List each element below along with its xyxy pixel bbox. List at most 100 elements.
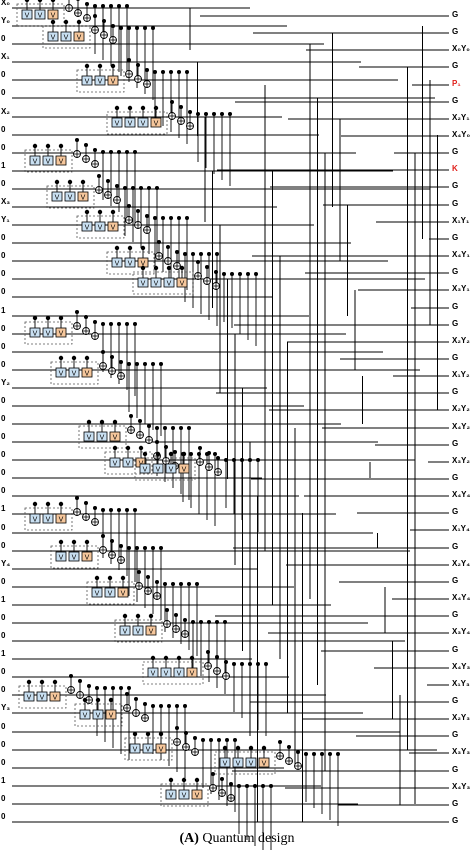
gate-label: V — [59, 517, 64, 524]
control-dot — [173, 450, 177, 454]
output-label: G — [452, 199, 459, 208]
control-dot — [225, 738, 229, 742]
control-dot — [188, 110, 192, 114]
control-dot — [117, 4, 121, 8]
control-dot — [115, 184, 119, 188]
gate-group-box — [106, 111, 168, 135]
control-dot — [278, 740, 282, 744]
gate-group-box — [50, 545, 99, 569]
control-dot — [215, 620, 219, 624]
control-dot — [191, 252, 195, 256]
control-dot — [207, 620, 211, 624]
gate-label: V — [85, 371, 90, 378]
control-dot — [232, 458, 236, 462]
control-dot — [179, 105, 183, 109]
control-dot — [161, 70, 165, 74]
control-dot — [110, 355, 114, 359]
gate-group-box — [214, 751, 276, 775]
control-dot — [151, 546, 155, 550]
control-dot — [129, 414, 133, 418]
gate-group-box — [132, 271, 194, 295]
control-dot — [193, 736, 197, 740]
control-dot — [189, 452, 193, 456]
control-dot — [50, 19, 56, 25]
gate-label: V — [136, 629, 141, 636]
gate-label: V — [85, 79, 90, 86]
control-dot — [296, 750, 300, 754]
control-dot — [146, 575, 150, 579]
control-dot — [181, 451, 187, 457]
control-dot — [125, 322, 129, 326]
output-label: G — [452, 542, 459, 551]
control-dot — [163, 655, 169, 661]
gate-label: V — [111, 225, 116, 232]
control-dot — [159, 546, 163, 550]
control-dot — [127, 26, 131, 30]
control-dot — [84, 501, 88, 505]
output-label: G — [452, 645, 459, 654]
control-dot — [136, 63, 140, 67]
output-label: X₁Y₂ — [452, 370, 470, 379]
control-dot — [127, 58, 131, 62]
gate-label: V — [182, 793, 187, 800]
gate-label: V — [27, 695, 32, 702]
gate-label: V — [156, 467, 161, 474]
control-dot — [220, 777, 224, 781]
output-label: X₂Y₂ — [452, 404, 470, 413]
control-dot — [220, 112, 224, 116]
control-dot — [153, 105, 159, 111]
control-dot — [201, 738, 205, 742]
control-dot — [166, 265, 172, 271]
output-label: X₂Y₄ — [452, 559, 471, 568]
gate-label: V — [164, 671, 169, 678]
control-dot — [71, 355, 77, 361]
gate-group-box — [74, 703, 123, 727]
gate-group-box — [78, 425, 127, 449]
output-label: X₄Y₄ — [452, 490, 471, 499]
gate-label: V — [113, 461, 118, 468]
control-dot — [151, 362, 155, 366]
gate-label: V — [46, 159, 51, 166]
gate-label: V — [25, 13, 30, 20]
input-label: 0 — [1, 631, 6, 640]
control-dot — [101, 150, 105, 154]
control-dot — [235, 745, 241, 751]
gate-label: V — [46, 517, 51, 524]
control-dot — [246, 272, 250, 276]
gate-label: V — [95, 591, 100, 598]
control-dot — [140, 265, 146, 271]
control-dot — [137, 570, 141, 574]
input-label: 0 — [1, 740, 6, 749]
gate-label: V — [96, 713, 101, 720]
control-dot — [84, 355, 90, 361]
control-dot — [147, 186, 151, 190]
gate-label: V — [141, 281, 146, 288]
control-dot — [93, 320, 97, 324]
control-dot — [143, 546, 147, 550]
control-dot — [39, 679, 45, 685]
control-dot — [187, 426, 191, 430]
control-dot — [93, 506, 97, 510]
input-label: 0 — [1, 758, 6, 767]
control-dot — [264, 662, 268, 666]
control-dot — [155, 451, 161, 457]
control-dot — [147, 424, 151, 428]
control-dot — [109, 150, 113, 154]
control-dot — [80, 179, 86, 185]
control-dot — [93, 4, 97, 8]
control-dot — [101, 322, 105, 326]
control-dot — [101, 4, 105, 8]
control-dot — [168, 777, 174, 783]
control-dot — [135, 613, 141, 619]
input-label: 1 — [1, 161, 6, 170]
control-dot — [233, 738, 237, 742]
control-dot — [140, 245, 146, 251]
output-label: G — [452, 610, 459, 619]
output-label: G — [452, 181, 459, 190]
output-label: X₁Y₃ — [452, 679, 470, 688]
gate-label: V — [59, 555, 64, 562]
input-label: 0 — [1, 577, 6, 586]
control-dot — [168, 451, 174, 457]
control-dot — [133, 322, 137, 326]
gate-group-box — [160, 783, 209, 807]
